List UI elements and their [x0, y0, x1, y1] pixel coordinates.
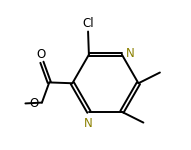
Text: N: N — [84, 117, 92, 130]
Text: N: N — [126, 47, 135, 60]
Text: O: O — [36, 48, 46, 61]
Text: Cl: Cl — [82, 17, 94, 30]
Text: O: O — [29, 97, 39, 110]
